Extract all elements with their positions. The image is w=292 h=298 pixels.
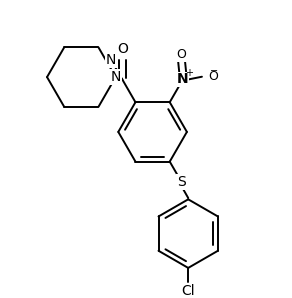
Text: O: O — [177, 48, 187, 61]
Text: O: O — [117, 42, 128, 56]
Text: N: N — [106, 53, 116, 67]
Text: −: − — [210, 66, 218, 76]
Text: +: + — [185, 68, 193, 78]
Text: O: O — [208, 70, 218, 83]
Text: S: S — [177, 175, 186, 189]
Text: N: N — [177, 72, 189, 86]
Text: Cl: Cl — [181, 284, 195, 298]
Text: N: N — [110, 70, 121, 84]
